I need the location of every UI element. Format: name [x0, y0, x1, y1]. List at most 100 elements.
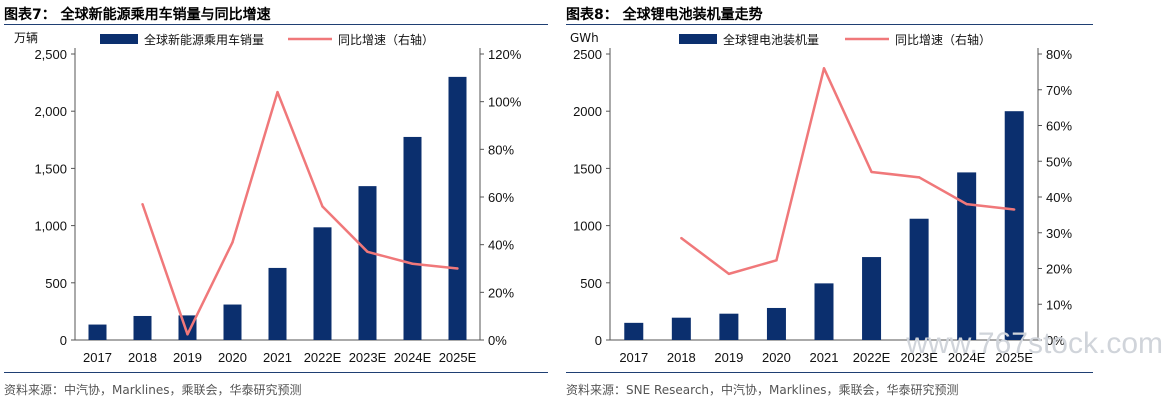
x-tick-label: 2018	[128, 350, 157, 365]
bar	[88, 324, 107, 340]
growth-point	[1013, 208, 1016, 211]
bar	[448, 76, 467, 340]
chart-title: 图表7： 全球新能源乘用车销量与同比增速	[4, 7, 271, 23]
y-tick-label-right: 0%	[1046, 333, 1065, 348]
x-tick-label: 2022E	[304, 350, 342, 365]
y-tick-label-left: 1,000	[34, 219, 67, 234]
y-tick-label-right: 30%	[1046, 226, 1072, 241]
bar	[957, 172, 977, 340]
bar	[358, 186, 377, 340]
y-axis-unit: 万辆	[14, 31, 38, 45]
y-tick-label-right: 70%	[1046, 83, 1072, 98]
growth-line	[680, 67, 1015, 276]
y-tick-label-right: 60%	[1046, 119, 1072, 134]
bar	[223, 304, 242, 340]
x-tick-label: 2021	[263, 350, 292, 365]
bar	[862, 257, 882, 340]
x-tick-label: 2019	[173, 350, 202, 365]
y-axis-unit: GWh	[570, 31, 599, 45]
chart-panel-right: 图表8： 全球锂电池装机量走势 GWh 0 500 1000 1500 2000 2500 0…	[566, 0, 1165, 416]
x-tick-label: 2023E	[900, 350, 938, 365]
growth-point	[870, 170, 873, 174]
y-tick-label-left: 1000	[573, 219, 602, 234]
bar	[268, 267, 287, 340]
growth-point	[141, 202, 144, 206]
title-rule	[566, 24, 1093, 25]
growth-point	[822, 67, 826, 70]
x-tick-label: 2022E	[853, 350, 891, 365]
y-tick-label-right: 0%	[488, 333, 507, 348]
legend-bar-swatch	[679, 34, 717, 44]
x-tick-label: 2017	[619, 350, 648, 365]
growth-point	[276, 90, 279, 94]
x-tick-label: 2017	[83, 350, 112, 365]
growth-point	[366, 250, 369, 254]
y-tick-label-right: 60%	[488, 190, 514, 205]
x-tick-label: 2025E	[995, 350, 1033, 365]
bar	[814, 283, 834, 340]
growth-point	[186, 333, 189, 336]
source-rule	[4, 372, 548, 373]
source-rule	[566, 372, 1093, 373]
x-tick-label: 2020	[762, 350, 791, 365]
x-tick-label: 2020	[218, 350, 247, 365]
chart-panel-left: 图表7： 全球新能源乘用车销量与同比增速 万辆 0 500 1,000 1,500 2,0…	[0, 0, 560, 416]
y-tick-label-left: 2500	[573, 47, 602, 62]
bar	[671, 317, 691, 340]
y-tick-label-left: 2000	[573, 104, 602, 119]
source-note: 资料来源：SNE Research，中汽协，Marklines，乘联会，华泰研究…	[566, 383, 959, 397]
y-tick-label-left: 0	[595, 333, 602, 348]
bar	[1004, 111, 1024, 340]
legend-bar-swatch	[100, 34, 138, 44]
y-tick-label-left: 1,500	[34, 161, 67, 176]
y-tick-label-left: 1500	[573, 161, 602, 176]
growth-point	[775, 259, 778, 262]
legend-bar-label: 全球新能源乘用车销量	[144, 32, 264, 47]
bar	[133, 315, 152, 340]
y-tick-label-left: 2,000	[34, 104, 67, 119]
y-tick-label-right: 100%	[488, 95, 522, 110]
bar	[909, 218, 929, 340]
y-tick-label-right: 40%	[488, 238, 514, 253]
bar	[719, 313, 739, 340]
growth-point	[727, 272, 731, 276]
y-tick-label-left: 0	[60, 333, 67, 348]
bar	[403, 136, 422, 340]
growth-point	[917, 176, 921, 179]
y-tick-label-left: 500	[45, 276, 67, 291]
growth-point	[231, 241, 234, 244]
chart-svg: GWh 0 500 1000 1500 2000 2500 0% 10% 20% 30% 40% 50%…	[570, 31, 1072, 365]
growth-point	[456, 267, 459, 270]
chart-svg: 万辆 0 500 1,000 1,500 2,000 2,500 0% 20% 40% 60% 80%…	[14, 31, 522, 365]
y-tick-label-right: 40%	[1046, 190, 1072, 205]
growth-point	[321, 205, 324, 208]
y-tick-label-right: 20%	[488, 285, 514, 300]
bar	[624, 322, 644, 340]
y-tick-label-right: 10%	[1046, 297, 1072, 312]
x-tick-label: 2018	[667, 350, 696, 365]
x-tick-label: 2023E	[349, 350, 387, 365]
growth-line	[141, 90, 458, 336]
bar	[313, 227, 332, 340]
x-tick-label: 2019	[714, 350, 743, 365]
y-tick-label-left: 2,500	[34, 47, 67, 62]
x-tick-label: 2024E	[394, 350, 432, 365]
growth-point	[965, 202, 968, 206]
y-tick-label-right: 80%	[1046, 47, 1072, 62]
bar	[766, 307, 786, 340]
legend-line-label: 同比增速（右轴）	[338, 32, 434, 47]
legend-line-label: 同比增速（右轴）	[895, 32, 991, 47]
y-tick-label-right: 50%	[1046, 154, 1072, 169]
y-tick-label-right: 20%	[1046, 262, 1072, 277]
x-tick-label: 2021	[810, 350, 839, 365]
title-rule	[4, 24, 548, 25]
x-tick-label: 2025E	[439, 350, 477, 365]
growth-point	[680, 236, 683, 240]
y-tick-label-right: 80%	[488, 142, 514, 157]
y-tick-label-right: 120%	[488, 47, 522, 62]
chart-title: 图表8： 全球锂电池装机量走势	[566, 7, 763, 23]
x-tick-label: 2024E	[948, 350, 986, 365]
growth-point	[411, 262, 414, 265]
source-note: 资料来源：中汽协，Marklines，乘联会，华泰研究预测	[4, 383, 302, 397]
legend-bar-label: 全球锂电池装机量	[723, 32, 819, 47]
